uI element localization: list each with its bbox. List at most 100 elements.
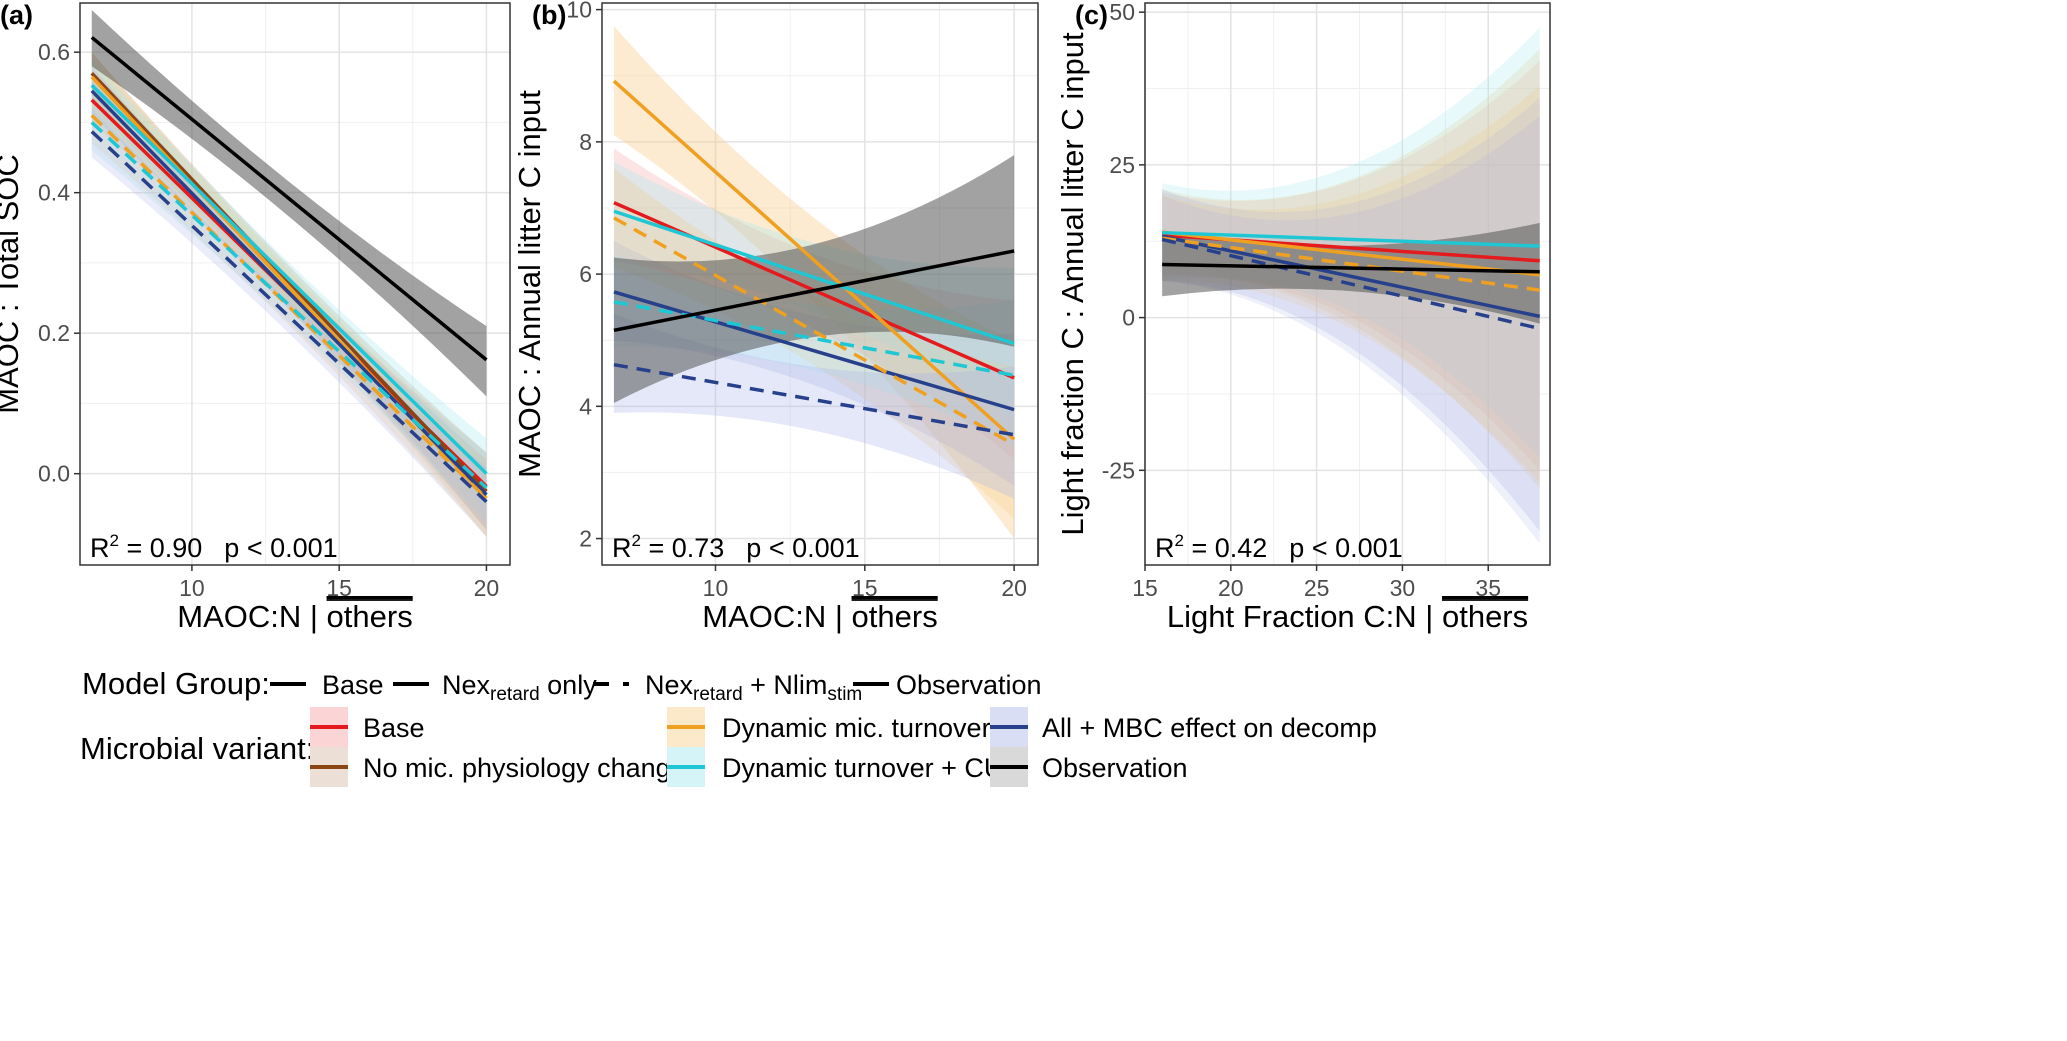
legend-variant-label-2: No mic. physiology changes [363,753,699,783]
legend-group-label-main: Nex [442,670,491,700]
plot-area [90,10,488,537]
fit-line-base-no-mic-physiology-changes [90,72,488,493]
x-tick-label: 35 [1475,575,1501,601]
stats-p-value: p < 0.001 [746,533,859,563]
confidence-band-nexretard-nlimstim-dynamic-mic-turnover [613,168,1015,519]
legend-group-label-2: Nexretard only [442,670,597,705]
x-tick-label: 20 [1218,575,1244,601]
y-axis-title: Light fraction C : Annual litter C input [1055,32,1090,536]
confidence-band-nexretard-nlimstim-all-mbc-effect-on-decomp [1162,116,1540,544]
y-tick-label: 50 [1109,0,1135,25]
y-tick-label: 8 [579,129,592,155]
stats-annotation: R2 = 0.42 p < 0.001 [1155,531,1403,563]
legend-variant-label-5: All + MBC effect on decomp [1042,713,1377,743]
x-tick-label: 15 [852,575,878,601]
fit-line-nexretard-only-dynamic-mic-turnover [612,79,1016,441]
legend-group-label-sub2: stim [827,684,862,705]
confidence-band-nexretard-nlimstim-dynamic-mic-turnover [91,87,487,537]
legend-variant-label-3: Dynamic mic. turnover [722,713,991,743]
stats-r2-value: = 0.42 [1184,533,1267,563]
x-axis-title-main: Light Fraction C:N | [1167,599,1442,634]
fit-line-nexretard-nlimstim-dynamic-mic-turnover [1161,236,1540,292]
x-tick-label: 25 [1304,575,1330,601]
fit-line-nexretard-only-all-mbc-effect-on-decomp [613,290,1015,412]
x-axis-title-overline: others [852,599,938,634]
confidence-band-nexretard-nlimstim-all-mbc-effect-on-decomp [91,108,487,537]
stats-r: R [1155,533,1175,563]
stats-p-value: p < 0.001 [224,533,337,563]
stats-annotation: R2 = 0.90 p < 0.001 [90,531,338,563]
legend-group-title: Model Group: [82,666,270,701]
plot-area [1161,27,1541,544]
legend-variant-label-1: Base [363,713,425,743]
confidence-band-observation [1162,222,1540,324]
legend-group-label-sub: retard [693,684,743,705]
panel-border [79,2,511,566]
legend: Model Group: Base Nexretard only Nexretard … [80,666,1377,787]
y-tick-label: 25 [1109,152,1135,178]
panel-label: (b) [532,0,566,30]
x-axis-title-main: MAOC:N | [702,599,851,634]
legend-group-label-1: Base [322,670,384,700]
y-tick-label: 0.6 [38,39,70,65]
fit-line-nexretard-only-dynamic-turnover-cue [1162,230,1540,248]
legend-group-label-tail: only [540,670,598,700]
fit-line-observation [1162,262,1540,274]
y-tick-label: 0 [1122,305,1135,331]
x-tick-label: 10 [179,575,205,601]
panel-3: 15 20 25 30 35 -25 0 25 50 Light Fraction C:N | o… [1055,0,1551,634]
confidence-band-nexretard-only-dynamic-turnover-cue [1162,27,1540,459]
x-axis-title-overline: others [1442,599,1528,634]
legend-group-label-mid: + Nlim [743,670,828,700]
legend-group-label-sub: retard [490,684,540,705]
y-tick-label: 4 [579,393,592,419]
y-tick-label: 2 [579,526,592,552]
x-axis-title: MAOC:N | others [702,599,937,634]
fit-line-nexretard-nlimstim-dynamic-turnover-cue [90,121,488,490]
x-axis-title-overline: others [327,599,413,634]
y-axis-title: MAOC : Total SOC [0,154,25,414]
x-axis-title: MAOC:N | others [177,599,412,634]
legend-variant-label-4: Dynamic turnover + CUE [722,753,1021,783]
panel-label: (c) [1075,0,1108,30]
plot-area [612,26,1016,539]
y-tick-label: 10 [566,0,592,23]
panel-label: (a) [0,0,33,30]
panel-border [601,2,1039,566]
legend-variant-label-6: Observation [1042,753,1188,783]
stats-r-superscript: 2 [110,531,119,550]
x-axis-title: Light Fraction C:N | others [1167,599,1528,634]
legend-group-label-main: Nex [645,670,694,700]
stats-r-superscript: 2 [1175,531,1184,550]
panel-1: 10 15 20 0.0 0.2 0.4 0.6 MAOC:N | others MAOC : … [0,0,511,634]
stats-annotation: R2 = 0.73 p < 0.001 [612,531,860,563]
stats-r2-value: = 0.73 [641,533,724,563]
x-tick-label: 30 [1390,575,1416,601]
fit-line-nexretard-only-dynamic-turnover-cue [90,83,488,475]
x-tick-label: 10 [703,575,729,601]
stats-r-superscript: 2 [632,531,641,550]
y-axis-title: MAOC : Annual litter C input [512,90,547,478]
fit-line-observation [90,36,488,362]
x-tick-label: 15 [326,575,352,601]
y-tick-label: 0.4 [38,180,70,206]
stats-p-value: p < 0.001 [1289,533,1402,563]
x-tick-label: 15 [1132,575,1158,601]
legend-group-label-3: Nexretard + Nlimstim [645,670,862,705]
fit-line-nexretard-only-dynamic-mic-turnover [1161,230,1540,277]
fit-line-nexretard-nlimstim-dynamic-mic-turnover [613,216,1015,447]
x-tick-label: 20 [1001,575,1027,601]
fit-line-nexretard-only-dynamic-turnover-cue [613,209,1015,346]
y-tick-label: -25 [1102,457,1135,483]
fit-line-nexretard-nlimstim-all-mbc-effect-on-decomp [90,130,488,504]
y-tick-label: 0.0 [38,461,70,487]
fit-line-observation [613,249,1015,332]
confidence-band-nexretard-only-all-mbc-effect-on-decomp [1162,97,1540,532]
legend-group-label-4: Observation [896,670,1042,700]
fit-line-nexretard-nlimstim-all-mbc-effect-on-decomp [1161,237,1541,331]
confidence-band-observation [91,10,487,397]
legend-variant-title: Microbial variant: [80,731,314,766]
x-tick-label: 20 [474,575,500,601]
